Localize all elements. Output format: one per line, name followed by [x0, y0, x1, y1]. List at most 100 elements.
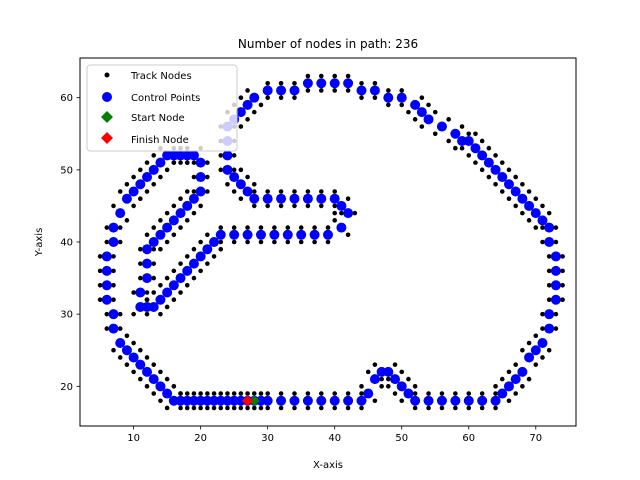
track-node	[164, 405, 170, 411]
track-node	[533, 225, 539, 230]
track-node	[258, 225, 264, 230]
track-node	[97, 282, 103, 288]
control-point	[550, 280, 561, 291]
control-point	[524, 352, 535, 363]
track-node	[231, 405, 237, 411]
track-node	[245, 405, 250, 411]
track-node	[318, 391, 324, 396]
x-tick-label: 20	[194, 433, 207, 444]
x-tick-label: 70	[529, 433, 542, 444]
y-axis-ticks: 20 30 40 50 60	[60, 93, 80, 393]
track-node	[540, 203, 545, 209]
control-point	[343, 208, 354, 219]
track-node	[151, 275, 157, 281]
track-node	[225, 391, 230, 396]
track-node	[466, 131, 472, 137]
track-node	[164, 210, 170, 216]
track-node	[144, 355, 150, 360]
x-axis-label: X-axis	[313, 460, 343, 471]
track-node	[97, 297, 103, 303]
control-point	[135, 179, 146, 190]
control-point	[383, 92, 394, 103]
track-node	[506, 167, 512, 173]
track-node	[164, 167, 170, 173]
track-node	[372, 362, 378, 367]
track-node	[292, 80, 297, 86]
track-node	[546, 297, 552, 303]
track-node	[104, 239, 110, 245]
control-point	[477, 395, 488, 406]
track-node	[184, 160, 190, 165]
x-tick-label: 30	[261, 433, 274, 444]
track-node	[184, 405, 190, 411]
track-node	[258, 102, 264, 108]
control-point	[550, 251, 561, 262]
track-node	[278, 95, 284, 100]
control-point	[544, 309, 555, 320]
track-node	[513, 391, 518, 396]
control-point	[162, 287, 173, 298]
track-node	[466, 391, 472, 396]
track-node	[184, 218, 190, 223]
control-point	[530, 208, 541, 219]
control-point	[376, 366, 387, 377]
y-axis-label: Y-axis	[34, 228, 45, 258]
track-node	[198, 203, 203, 209]
track-node	[332, 88, 338, 93]
track-node	[111, 347, 116, 353]
track-node	[332, 210, 338, 216]
track-node	[406, 376, 411, 382]
legend-marker-track-nodes	[104, 72, 110, 78]
track-node	[111, 254, 116, 259]
control-point	[503, 179, 514, 190]
track-node	[184, 282, 190, 288]
track-node	[184, 391, 190, 396]
track-node	[520, 181, 525, 187]
track-node	[305, 88, 311, 93]
track-node	[325, 225, 331, 230]
track-node	[131, 311, 136, 317]
track-node	[533, 196, 539, 202]
control-point	[356, 85, 367, 96]
start-node-marker	[248, 395, 260, 407]
track-node	[392, 362, 398, 367]
track-node	[138, 167, 143, 173]
control-point	[108, 309, 119, 320]
control-point	[175, 273, 186, 284]
track-node	[345, 232, 351, 238]
track-node	[178, 290, 183, 295]
track-node	[359, 405, 364, 411]
control-point	[142, 366, 153, 377]
control-point	[524, 200, 535, 211]
track-node	[218, 225, 224, 230]
track-node	[386, 88, 391, 93]
x-tick-label: 40	[328, 433, 341, 444]
control-point	[162, 222, 173, 233]
control-point	[463, 395, 474, 406]
control-point	[369, 374, 380, 385]
track-node	[205, 232, 210, 238]
control-point	[410, 99, 421, 110]
control-point	[544, 222, 555, 233]
track-node	[379, 376, 384, 382]
track-node	[426, 405, 431, 411]
control-point	[182, 200, 193, 211]
control-point	[262, 85, 273, 96]
track-node	[459, 124, 465, 129]
control-point	[101, 294, 112, 305]
control-point	[510, 186, 521, 197]
control-point	[182, 265, 193, 276]
track-node	[265, 203, 270, 209]
track-node	[151, 153, 157, 158]
track-node	[231, 239, 237, 245]
track-node	[412, 384, 418, 389]
track-node	[553, 225, 559, 230]
control-point	[302, 193, 313, 204]
track-node	[359, 384, 364, 389]
track-node	[191, 391, 197, 396]
control-point	[135, 359, 146, 370]
track-node	[345, 405, 351, 411]
track-node	[292, 391, 297, 396]
track-node	[218, 153, 224, 158]
track-node	[158, 311, 163, 317]
